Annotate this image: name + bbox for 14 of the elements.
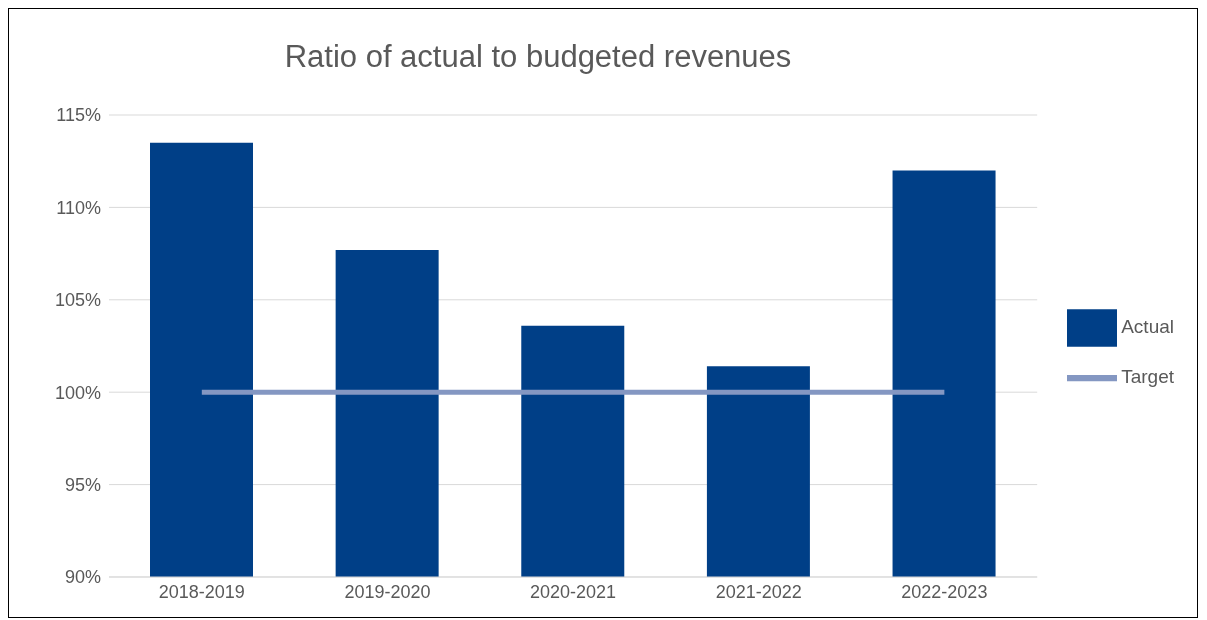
y-tick-label: 115% bbox=[56, 105, 101, 126]
x-tick-label: 2020-2021 bbox=[530, 581, 617, 602]
chart-title: Ratio of actual to budgeted revenues bbox=[283, 38, 793, 76]
y-tick-label: 90% bbox=[64, 567, 101, 588]
y-tick-label: 105% bbox=[54, 290, 101, 311]
x-tick-label: 2018-2019 bbox=[158, 581, 245, 602]
legend-label: Target bbox=[1121, 366, 1174, 388]
y-tick-label: 110% bbox=[56, 197, 101, 218]
x-tick-label: 2021-2022 bbox=[715, 581, 802, 602]
y-tick-label: 95% bbox=[64, 474, 101, 495]
legend-label: Actual bbox=[1121, 316, 1174, 338]
x-tick-label: 2022-2023 bbox=[901, 581, 988, 602]
x-tick-label: 2019-2020 bbox=[344, 581, 431, 602]
y-tick-label: 100% bbox=[54, 382, 101, 403]
